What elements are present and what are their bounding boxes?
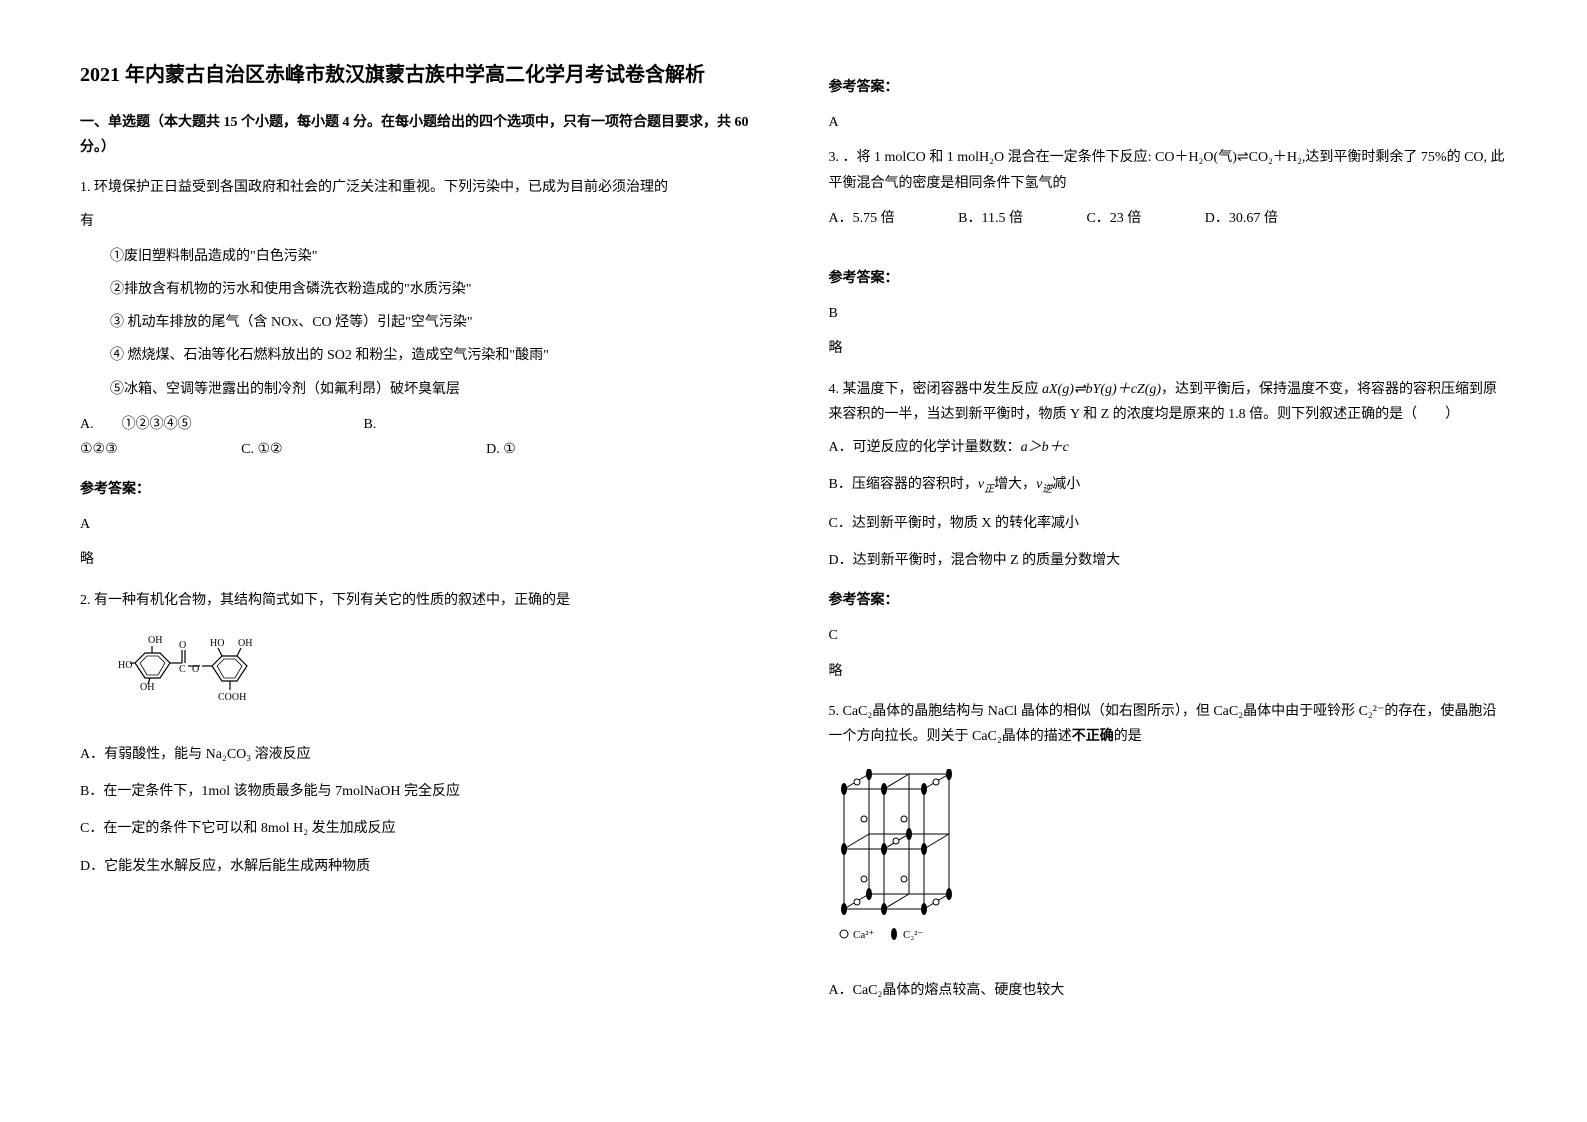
q4-optB-v1: v正 bbox=[978, 477, 994, 492]
q2-optB: B．在一定条件下，1mol 该物质最多能与 7molNaOH 完全反应 bbox=[80, 779, 759, 804]
q1-item-4: ④ 燃烧煤、石油等化石燃料放出的 SO2 和粉尘，造成空气污染和"酸雨" bbox=[110, 343, 759, 368]
q1-optA: A. ①②③④⑤ bbox=[80, 412, 360, 437]
q2-answer: A bbox=[829, 110, 1508, 135]
q4-optB-mid: 增大， bbox=[994, 477, 1036, 492]
q5-text-main: 5. CaC₂晶体的晶胞结构与 NaCl 晶体的相似（如右图所示），但 CaC₂… bbox=[829, 704, 1497, 744]
svg-text:COOH: COOH bbox=[218, 692, 246, 703]
q1-text2: 有 bbox=[80, 209, 759, 234]
q2-answer-label: 参考答案： bbox=[829, 75, 1508, 100]
question-4: 4. 某温度下，密闭容器中发生反应 aX(g)⇌bY(g)＋cZ(g)，达到平衡… bbox=[829, 377, 1508, 684]
q1-options: A. ①②③④⑤ B. ①②③ C. ①② D. ① bbox=[80, 412, 759, 462]
q4-optD: D．达到新平衡时，混合物中 Z 的质量分数增大 bbox=[829, 548, 1508, 573]
svg-text:OH: OH bbox=[148, 635, 162, 646]
q4-optB-v2: v逆 bbox=[1036, 477, 1052, 492]
q3-options: A．5.75 倍 B．11.5 倍 C．23 倍 D．30.67 倍 bbox=[829, 206, 1508, 231]
q1-item-5: ⑤冰箱、空调等泄露出的制冷剂（如氟利昂）破坏臭氧层 bbox=[110, 377, 759, 402]
q4-optB-pre: B．压缩容器的容积时， bbox=[829, 477, 978, 492]
q1-text: 1. 环境保护正日益受到各国政府和社会的广泛关注和重视。下列污染中，已成为目前必… bbox=[80, 175, 759, 200]
q3-optC: C．23 倍 bbox=[1086, 206, 1141, 231]
crystal-structure-diagram: Ca²⁺ C₂²⁻ bbox=[829, 769, 1508, 958]
right-column: 参考答案： A 3. ．将 1 molCO 和 1 molH₂O 混合在一定条件… bbox=[829, 60, 1508, 1019]
exam-title: 2021 年内蒙古自治区赤峰市敖汉旗蒙古族中学高二化学月考试卷含解析 bbox=[80, 60, 759, 90]
svg-text:OH: OH bbox=[140, 682, 154, 693]
q4-text-pre: 4. 某温度下，密闭容器中发生反应 bbox=[829, 382, 1043, 397]
q4-answer-label: 参考答案： bbox=[829, 588, 1508, 613]
q5-text: 5. CaC₂晶体的晶胞结构与 NaCl 晶体的相似（如右图所示），但 CaC₂… bbox=[829, 699, 1508, 749]
q4-optA-pre: A．可逆反应的化学计量数数： bbox=[829, 440, 1021, 455]
q4-text-mid: aX(g)⇌bY(g)＋cZ(g) bbox=[1042, 382, 1161, 397]
question-2: 2. 有一种有机化合物，其结构简式如下，下列有关它的性质的叙述中，正确的是 HO… bbox=[80, 588, 759, 879]
q4-optA-post: a＞b＋c bbox=[1021, 440, 1069, 455]
question-3: 3. ．将 1 molCO 和 1 molH₂O 混合在一定条件下反应: CO＋… bbox=[829, 145, 1508, 361]
q4-optB-post: 减小 bbox=[1052, 477, 1080, 492]
q5-text-bold: 不正确 bbox=[1072, 729, 1114, 744]
q3-note: 略 bbox=[829, 336, 1508, 361]
q5-text-end: 的是 bbox=[1114, 729, 1142, 744]
q1-note: 略 bbox=[80, 547, 759, 572]
q1-answer: A bbox=[80, 512, 759, 537]
q1-sub-items: ①废旧塑料制品造成的"白色污染" ②排放含有机物的污水和使用含磷洗衣粉造成的"水… bbox=[80, 244, 759, 402]
question-5: 5. CaC₂晶体的晶胞结构与 NaCl 晶体的相似（如右图所示），但 CaC₂… bbox=[829, 699, 1508, 1004]
svg-text:O: O bbox=[179, 640, 186, 651]
svg-text:C: C bbox=[179, 664, 186, 675]
q1-item-2: ②排放含有机物的污水和使用含磷洗衣粉造成的"水质污染" bbox=[110, 277, 759, 302]
q1-item-1: ①废旧塑料制品造成的"白色污染" bbox=[110, 244, 759, 269]
q3-optD: D．30.67 倍 bbox=[1205, 206, 1278, 231]
svg-text:OH: OH bbox=[238, 638, 252, 649]
q3-answer: B bbox=[829, 301, 1508, 326]
q3-text: 3. ．将 1 molCO 和 1 molH₂O 混合在一定条件下反应: CO＋… bbox=[829, 145, 1508, 195]
svg-text:O: O bbox=[192, 664, 199, 675]
chemical-structure-diagram: HO OH OH O C O bbox=[110, 628, 759, 727]
q1-answer-label: 参考答案： bbox=[80, 477, 759, 502]
q2-text: 2. 有一种有机化合物，其结构简式如下，下列有关它的性质的叙述中，正确的是 bbox=[80, 588, 759, 613]
q1-optB-text: ①②③ bbox=[80, 437, 118, 462]
q1-item-3: ③ 机动车排放的尾气（含 NOx、CO 烃等）引起"空气污染" bbox=[110, 310, 759, 335]
q3-optA: A．5.75 倍 bbox=[829, 206, 895, 231]
q4-answer: C bbox=[829, 623, 1508, 648]
svg-text:HO: HO bbox=[118, 660, 132, 671]
left-column: 2021 年内蒙古自治区赤峰市敖汉旗蒙古族中学高二化学月考试卷含解析 一、单选题… bbox=[80, 60, 759, 1019]
q3-answer-label: 参考答案： bbox=[829, 266, 1508, 291]
question-1: 1. 环境保护正日益受到各国政府和社会的广泛关注和重视。下列污染中，已成为目前必… bbox=[80, 175, 759, 572]
q4-optC: C．达到新平衡时，物质 X 的转化率减小 bbox=[829, 511, 1508, 536]
svg-text:HO: HO bbox=[210, 638, 224, 649]
q2-optA: A．有弱酸性，能与 Na₂CO₃ 溶液反应 bbox=[80, 742, 759, 767]
q1-optD: D. ① bbox=[486, 437, 516, 462]
q4-optB: B．压缩容器的容积时，v正增大，v逆减小 bbox=[829, 472, 1508, 499]
q4-optA: A．可逆反应的化学计量数数：a＞b＋c bbox=[829, 435, 1508, 460]
section-header: 一、单选题（本大题共 15 个小题，每小题 4 分。在每小题给出的四个选项中，只… bbox=[80, 110, 759, 160]
q1-optC: C. ①② bbox=[241, 437, 282, 462]
q4-note: 略 bbox=[829, 659, 1508, 684]
q1-optB-label: B. bbox=[364, 417, 377, 432]
svg-text:C₂²⁻: C₂²⁻ bbox=[903, 929, 923, 941]
q2-optD: D．它能发生水解反应，水解后能生成两种物质 bbox=[80, 854, 759, 879]
q4-text: 4. 某温度下，密闭容器中发生反应 aX(g)⇌bY(g)＋cZ(g)，达到平衡… bbox=[829, 377, 1508, 427]
q3-optB: B．11.5 倍 bbox=[958, 206, 1023, 231]
svg-text:Ca²⁺: Ca²⁺ bbox=[853, 929, 875, 941]
q2-optC: C．在一定的条件下它可以和 8mol H₂ 发生加成反应 bbox=[80, 816, 759, 841]
q5-optA: A．CaC₂晶体的熔点较高、硬度也较大 bbox=[829, 978, 1508, 1003]
